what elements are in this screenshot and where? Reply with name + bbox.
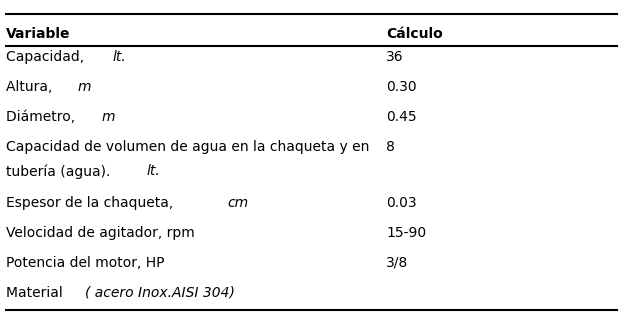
Text: 0.30: 0.30 [386,80,417,94]
Text: Diámetro,: Diámetro, [6,110,80,124]
Text: Altura,: Altura, [6,80,61,94]
Text: lt.: lt. [113,50,126,64]
Text: Velocidad de agitador, rpm: Velocidad de agitador, rpm [6,226,195,240]
Text: 15-90: 15-90 [386,226,426,240]
Text: Capacidad de volumen de agua en la chaqueta y en: Capacidad de volumen de agua en la chaqu… [6,140,369,154]
Text: m: m [77,80,91,94]
Text: tubería (agua).: tubería (agua). [6,164,115,179]
Text: Material: Material [6,286,67,300]
Text: Espesor de la chaqueta,: Espesor de la chaqueta, [6,196,178,210]
Text: lt.: lt. [146,164,160,178]
Text: m: m [101,110,115,124]
Text: 3/8: 3/8 [386,256,409,270]
Text: Variable: Variable [6,27,71,41]
Text: Cálculo: Cálculo [386,27,443,41]
Text: Potencia del motor, HP: Potencia del motor, HP [6,256,164,270]
Text: ( acero Inox.AISI 304): ( acero Inox.AISI 304) [85,286,235,300]
Text: 36: 36 [386,50,404,64]
Text: 0.03: 0.03 [386,196,417,210]
Text: 8: 8 [386,140,395,154]
Text: 0.45: 0.45 [386,110,417,124]
Text: cm: cm [227,196,249,210]
Text: Capacidad,: Capacidad, [6,50,88,64]
